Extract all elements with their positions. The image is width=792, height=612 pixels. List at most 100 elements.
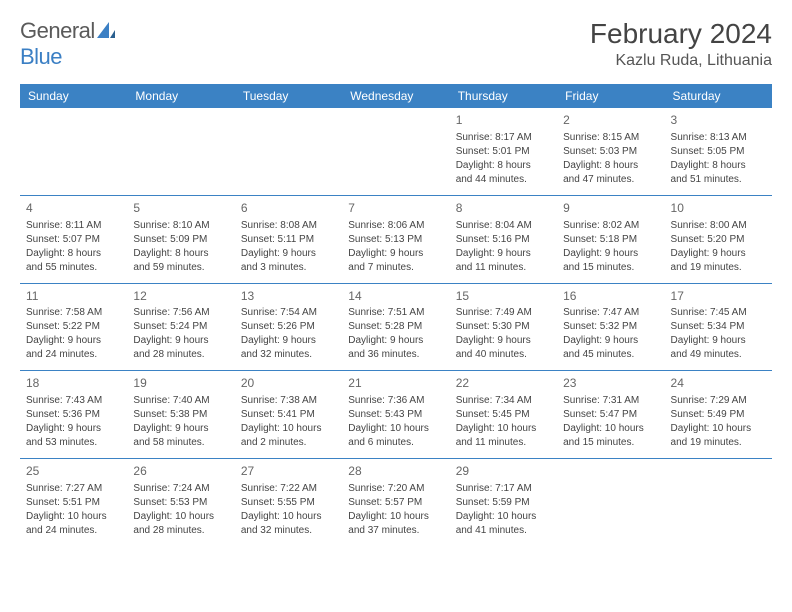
day-cell xyxy=(127,108,234,195)
day-cell: 20Sunrise: 7:38 AMSunset: 5:41 PMDayligh… xyxy=(235,371,342,459)
day-sunrise: Sunrise: 8:17 AM xyxy=(456,131,551,145)
day-sunrise: Sunrise: 7:24 AM xyxy=(133,482,228,496)
day-number: 12 xyxy=(133,288,228,305)
day-number: 17 xyxy=(671,288,766,305)
day-number: 10 xyxy=(671,200,766,217)
day-sunset: Sunset: 5:43 PM xyxy=(348,408,443,422)
day-sunset: Sunset: 5:24 PM xyxy=(133,320,228,334)
day-sunset: Sunset: 5:47 PM xyxy=(563,408,658,422)
day-daylight2: and 7 minutes. xyxy=(348,261,443,275)
day-daylight2: and 2 minutes. xyxy=(241,436,336,450)
day-sunset: Sunset: 5:55 PM xyxy=(241,496,336,510)
day-daylight2: and 24 minutes. xyxy=(26,524,121,538)
day-daylight2: and 32 minutes. xyxy=(241,348,336,362)
day-daylight1: Daylight: 10 hours xyxy=(241,422,336,436)
week-row: 1Sunrise: 8:17 AMSunset: 5:01 PMDaylight… xyxy=(20,108,772,195)
day-daylight1: Daylight: 9 hours xyxy=(456,334,551,348)
day-daylight2: and 58 minutes. xyxy=(133,436,228,450)
day-cell: 27Sunrise: 7:22 AMSunset: 5:55 PMDayligh… xyxy=(235,459,342,546)
day-sunset: Sunset: 5:28 PM xyxy=(348,320,443,334)
day-daylight2: and 49 minutes. xyxy=(671,348,766,362)
day-number: 2 xyxy=(563,112,658,129)
day-daylight1: Daylight: 9 hours xyxy=(456,247,551,261)
page-header: GeneralBlue February 2024 Kazlu Ruda, Li… xyxy=(20,18,772,70)
day-daylight1: Daylight: 9 hours xyxy=(563,334,658,348)
day-daylight1: Daylight: 9 hours xyxy=(348,334,443,348)
title-block: February 2024 Kazlu Ruda, Lithuania xyxy=(590,18,772,70)
day-daylight1: Daylight: 9 hours xyxy=(133,334,228,348)
day-sunset: Sunset: 5:51 PM xyxy=(26,496,121,510)
day-daylight1: Daylight: 10 hours xyxy=(456,422,551,436)
day-number: 16 xyxy=(563,288,658,305)
day-sunset: Sunset: 5:26 PM xyxy=(241,320,336,334)
day-sunset: Sunset: 5:18 PM xyxy=(563,233,658,247)
day-sunset: Sunset: 5:03 PM xyxy=(563,145,658,159)
day-cell: 28Sunrise: 7:20 AMSunset: 5:57 PMDayligh… xyxy=(342,459,449,546)
day-sunrise: Sunrise: 7:29 AM xyxy=(671,394,766,408)
day-header-row: Sunday Monday Tuesday Wednesday Thursday… xyxy=(20,84,772,108)
day-daylight1: Daylight: 10 hours xyxy=(133,510,228,524)
day-cell: 23Sunrise: 7:31 AMSunset: 5:47 PMDayligh… xyxy=(557,371,664,459)
day-cell: 4Sunrise: 8:11 AMSunset: 5:07 PMDaylight… xyxy=(20,195,127,283)
day-sunrise: Sunrise: 7:20 AM xyxy=(348,482,443,496)
day-number: 20 xyxy=(241,375,336,392)
day-cell: 10Sunrise: 8:00 AMSunset: 5:20 PMDayligh… xyxy=(665,195,772,283)
day-daylight1: Daylight: 9 hours xyxy=(563,247,658,261)
day-header-fri: Friday xyxy=(557,84,664,108)
day-number: 6 xyxy=(241,200,336,217)
day-daylight1: Daylight: 10 hours xyxy=(348,510,443,524)
day-cell: 25Sunrise: 7:27 AMSunset: 5:51 PMDayligh… xyxy=(20,459,127,546)
day-daylight2: and 45 minutes. xyxy=(563,348,658,362)
day-sunrise: Sunrise: 8:08 AM xyxy=(241,219,336,233)
day-sunset: Sunset: 5:16 PM xyxy=(456,233,551,247)
day-sunrise: Sunrise: 7:22 AM xyxy=(241,482,336,496)
day-number: 4 xyxy=(26,200,121,217)
day-daylight1: Daylight: 8 hours xyxy=(133,247,228,261)
day-sunset: Sunset: 5:59 PM xyxy=(456,496,551,510)
day-daylight2: and 41 minutes. xyxy=(456,524,551,538)
day-cell xyxy=(665,459,772,546)
day-sunrise: Sunrise: 8:13 AM xyxy=(671,131,766,145)
day-daylight1: Daylight: 10 hours xyxy=(348,422,443,436)
day-number: 7 xyxy=(348,200,443,217)
day-sunrise: Sunrise: 7:17 AM xyxy=(456,482,551,496)
day-daylight1: Daylight: 10 hours xyxy=(671,422,766,436)
day-number: 19 xyxy=(133,375,228,392)
day-sunrise: Sunrise: 8:02 AM xyxy=(563,219,658,233)
day-daylight1: Daylight: 8 hours xyxy=(456,159,551,173)
day-header-wed: Wednesday xyxy=(342,84,449,108)
day-daylight1: Daylight: 9 hours xyxy=(241,247,336,261)
day-cell: 6Sunrise: 8:08 AMSunset: 5:11 PMDaylight… xyxy=(235,195,342,283)
day-header-sun: Sunday xyxy=(20,84,127,108)
day-sunset: Sunset: 5:57 PM xyxy=(348,496,443,510)
day-daylight2: and 59 minutes. xyxy=(133,261,228,275)
day-daylight2: and 28 minutes. xyxy=(133,348,228,362)
day-sunset: Sunset: 5:22 PM xyxy=(26,320,121,334)
day-daylight2: and 51 minutes. xyxy=(671,173,766,187)
day-cell: 26Sunrise: 7:24 AMSunset: 5:53 PMDayligh… xyxy=(127,459,234,546)
week-row: 11Sunrise: 7:58 AMSunset: 5:22 PMDayligh… xyxy=(20,283,772,371)
day-daylight1: Daylight: 9 hours xyxy=(133,422,228,436)
day-cell: 13Sunrise: 7:54 AMSunset: 5:26 PMDayligh… xyxy=(235,283,342,371)
day-sunset: Sunset: 5:38 PM xyxy=(133,408,228,422)
day-header-sat: Saturday xyxy=(665,84,772,108)
day-cell: 24Sunrise: 7:29 AMSunset: 5:49 PMDayligh… xyxy=(665,371,772,459)
day-daylight2: and 40 minutes. xyxy=(456,348,551,362)
day-cell xyxy=(557,459,664,546)
day-daylight2: and 11 minutes. xyxy=(456,436,551,450)
day-sunrise: Sunrise: 7:49 AM xyxy=(456,306,551,320)
day-number: 23 xyxy=(563,375,658,392)
day-cell: 12Sunrise: 7:56 AMSunset: 5:24 PMDayligh… xyxy=(127,283,234,371)
day-sunrise: Sunrise: 7:40 AM xyxy=(133,394,228,408)
logo-text-blue: Blue xyxy=(20,44,62,69)
day-number: 29 xyxy=(456,463,551,480)
day-cell: 15Sunrise: 7:49 AMSunset: 5:30 PMDayligh… xyxy=(450,283,557,371)
day-daylight2: and 28 minutes. xyxy=(133,524,228,538)
day-header-thu: Thursday xyxy=(450,84,557,108)
day-sunset: Sunset: 5:01 PM xyxy=(456,145,551,159)
day-sunset: Sunset: 5:20 PM xyxy=(671,233,766,247)
day-sunrise: Sunrise: 7:43 AM xyxy=(26,394,121,408)
day-number: 22 xyxy=(456,375,551,392)
day-number: 11 xyxy=(26,288,121,305)
day-number: 9 xyxy=(563,200,658,217)
